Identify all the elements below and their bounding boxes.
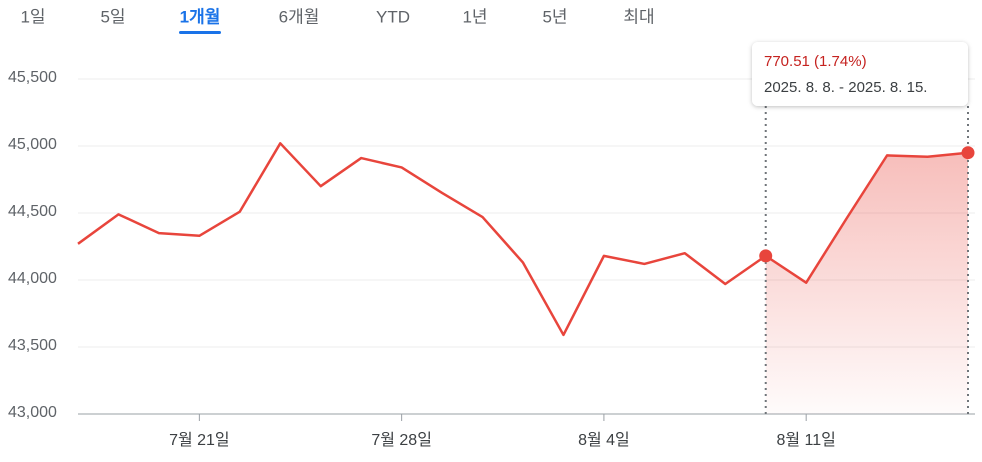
y-tick-label: 43,500	[8, 337, 57, 354]
range-tab[interactable]: 6개월	[279, 7, 320, 26]
range-tab[interactable]: YTD	[376, 7, 410, 26]
price-line	[77, 142, 969, 337]
y-tick-label: 44,000	[8, 270, 57, 287]
tooltip-change: 770.51 (1.74%)	[764, 53, 867, 70]
y-tick-label: 45,500	[8, 69, 57, 86]
x-tick-label: 7월 28일	[371, 431, 432, 449]
active-tab-underline	[179, 31, 221, 34]
y-tick-label: 45,000	[8, 136, 57, 153]
selection-point	[961, 146, 975, 160]
x-tick-label: 7월 21일	[169, 431, 230, 449]
range-tab[interactable]: 최대	[623, 7, 654, 26]
tooltip-range: 2025. 8. 8. - 2025. 8. 15.	[764, 79, 927, 96]
range-tab[interactable]: 5년	[542, 7, 567, 26]
tooltip-box	[752, 42, 968, 106]
y-tick-label: 44,500	[8, 203, 57, 220]
selection-area	[765, 152, 968, 414]
range-tab[interactable]: 5일	[100, 7, 125, 26]
y-tick-label: 43,000	[8, 404, 57, 421]
range-tab[interactable]: 1개월	[180, 7, 221, 26]
range-tab[interactable]: 1일	[20, 7, 45, 26]
x-tick-label: 8월 11일	[776, 431, 835, 449]
selection-point	[759, 249, 773, 263]
tooltip: 770.51 (1.74%) 2025. 8. 8. - 2025. 8. 15.	[752, 42, 968, 106]
x-tick-label: 8월 4일	[578, 431, 630, 449]
range-tab[interactable]: 1년	[462, 7, 487, 26]
